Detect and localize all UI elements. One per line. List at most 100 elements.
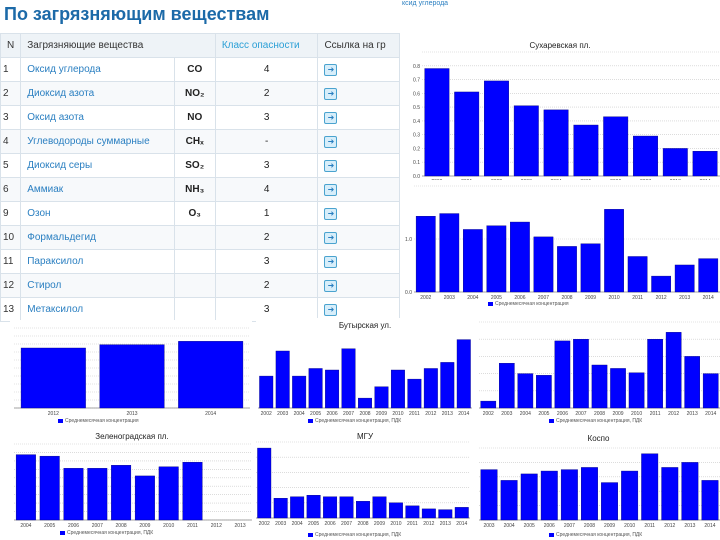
bar [480,400,497,409]
bar [480,469,498,521]
y-tick-label: 0.3 [413,133,420,139]
chart-caption: ксид углерода [400,0,720,10]
x-tick-label: 2005 [491,295,502,301]
x-tick-label: 2012 [211,523,222,529]
pollutant-name-link[interactable]: Озон [20,201,175,226]
open-chart-icon[interactable]: ➜ [324,111,338,124]
open-chart-icon[interactable]: ➜ [324,159,338,172]
x-tick-label: 2004 [551,179,562,180]
legend-swatch [549,418,554,423]
open-chart-icon[interactable]: ➜ [324,183,338,196]
legend-swatch [308,418,313,423]
bar-chart-station-3: 2012 2013 2014 [14,327,250,417]
x-tick-label: 2006 [68,523,79,529]
legend-swatch [488,301,493,306]
x-tick-label: 2002 [491,179,502,180]
y-tick-label: 1.0 [405,237,412,243]
pollutant-name-link[interactable]: Диоксид серы [20,153,175,178]
bar [536,375,552,409]
x-tick-label: 2010 [392,411,403,417]
x-tick-label: 2010 [163,523,174,529]
bar [554,340,571,409]
bar [500,480,518,521]
x-tick-label: 2012 [425,411,436,417]
chart-legend: Среднемесячная концентрация [488,301,569,307]
bar [651,275,672,293]
pollutant-formula: O₃ [173,201,216,226]
chart-link-cell: ➜ [317,249,400,274]
chart-link-cell: ➜ [317,81,400,106]
bar [405,505,420,519]
pollutant-name-link[interactable]: Метаксилол [20,297,175,322]
chart-legend: Среднемесячная концентрация, ПДК [60,530,153,536]
pollutant-name-link[interactable]: Аммиак [20,177,175,202]
row-number: 1 [0,57,22,82]
pollutant-formula: CHₓ [173,129,216,154]
bar [661,467,679,521]
bar [388,502,403,519]
row-number: 11 [0,249,22,274]
bar [439,213,460,293]
row-number: 5 [0,153,22,178]
x-tick-label: 2003 [275,521,286,527]
open-chart-icon[interactable]: ➜ [324,303,338,316]
x-tick-label: 2002 [483,411,494,417]
column-header-number: N [0,33,22,58]
legend-swatch [58,418,63,423]
open-chart-icon[interactable]: ➜ [324,231,338,244]
pollutant-name-link[interactable]: Оксид углерода [20,57,175,82]
bar [290,496,305,519]
legend-swatch [549,532,554,537]
bar [438,509,453,519]
bar [454,91,480,177]
x-tick-label: 2006 [327,411,338,417]
bar [273,498,288,519]
x-tick-label: 2013 [442,411,453,417]
row-number: 4 [0,129,22,154]
chart-link-cell: ➜ [317,177,400,202]
open-chart-icon[interactable]: ➜ [324,279,338,292]
x-tick-label: 2013 [684,523,695,529]
pollutant-name-link[interactable]: Стирол [20,273,175,298]
bar [610,368,626,409]
bar [641,453,659,521]
pollutant-name-link[interactable]: Параксилол [20,249,175,274]
bar [486,225,507,293]
chart-link-cell: ➜ [317,105,400,130]
y-tick-label: 0.4 [413,119,420,125]
open-chart-icon[interactable]: ➜ [324,255,338,268]
open-chart-icon[interactable]: ➜ [324,63,338,76]
bar [462,229,483,293]
hazard-class: 3 [214,153,319,178]
pollutant-name-link[interactable]: Оксид азота [20,105,175,130]
x-tick-label: 2010 [624,523,635,529]
pollutant-name-link[interactable]: Диоксид азота [20,81,175,106]
chart-legend: Среднемесячная концентрация, ПДК [308,418,401,424]
hazard-class: 4 [214,57,319,82]
open-chart-icon[interactable]: ➜ [324,135,338,148]
pollutant-name-link[interactable]: Углеводороды суммарные [20,129,175,154]
chart-legend: Среднемесячная концентрация, ПДК [549,532,642,538]
x-tick-label: 2003 [277,411,288,417]
row-number: 10 [0,225,22,250]
bar [633,135,658,177]
chart-legend: Среднемесячная концентрация, ПДК [308,532,401,538]
legend-label: Среднемесячная концентрация, ПДК [556,532,643,538]
x-tick-label: 2010 [390,521,401,527]
open-chart-icon[interactable]: ➜ [324,87,338,100]
bar [662,148,688,177]
bar [323,496,338,519]
pollutant-name-link[interactable]: Формальдегид [20,225,175,250]
open-chart-icon[interactable]: ➜ [324,207,338,220]
x-tick-label: 2009 [612,411,623,417]
column-header-hazard-class[interactable]: Класс опасности [214,33,319,58]
x-tick-label: 2009 [604,523,615,529]
bar [573,124,599,177]
bar [39,455,60,521]
x-tick-label: 2008 [594,411,605,417]
bar [543,109,569,177]
x-tick-label: 2005 [308,521,319,527]
bar [372,496,387,519]
table-row: 4 Углеводороды суммарные CHₓ - ➜ [0,129,400,154]
table-row: 9 Озон O₃ 1 ➜ [0,201,400,226]
